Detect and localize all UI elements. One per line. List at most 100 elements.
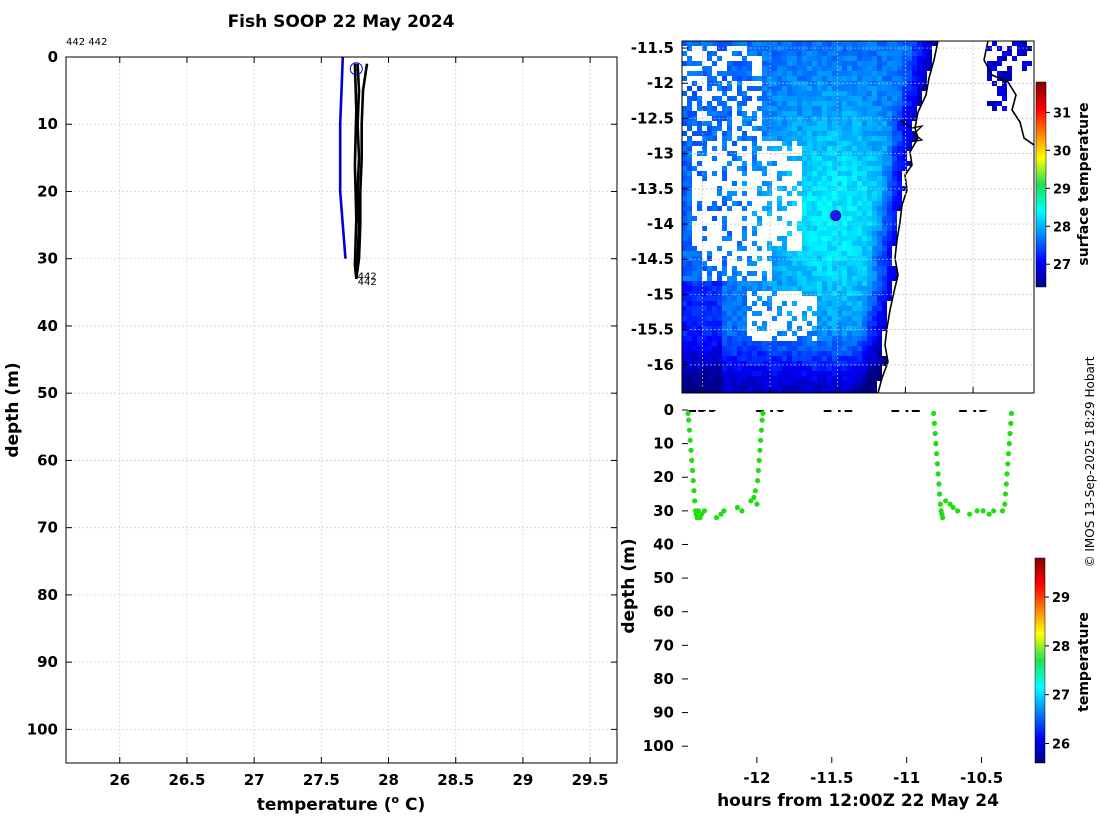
sst-pixel-group: [807, 171, 857, 276]
sst-pixel-group: [807, 126, 882, 271]
temp-colorbar-tick-label: 27: [1052, 689, 1070, 704]
sst-pixel-group: [737, 376, 742, 381]
sst-pixel-group: [812, 221, 862, 276]
sst-pixel-group: [697, 296, 707, 316]
profile-xtick-label: 26.5: [168, 771, 205, 789]
timeseries-point: [934, 461, 941, 467]
profile-series-line: [338, 57, 347, 259]
map-grid: [682, 41, 1034, 393]
location-marker: [830, 210, 842, 222]
temp-colorbar-tick-label: 26: [1052, 737, 1070, 752]
timeseries-point: [698, 511, 705, 517]
sst-colorbar-tick-label: 28: [1053, 220, 1071, 235]
timeseries-point: [1008, 420, 1014, 426]
sst-pixel-group: [727, 386, 767, 393]
sst-pixel-group: [842, 241, 847, 246]
sst-pixel-group: [782, 371, 867, 393]
temp-colorbar-label: temperature: [1076, 612, 1092, 712]
timeseries-point: [931, 420, 938, 426]
sst-pixel-group: [822, 206, 857, 221]
sst-pixel-group: [757, 76, 872, 316]
sst-map: 139140141142143-11.5-12-12.5-13-13.5-14-…: [631, 39, 1092, 416]
timeseries-point: [1005, 461, 1011, 467]
sst-pixel-group: [817, 386, 822, 391]
timeseries-ytick-label: 20: [653, 468, 674, 486]
timeseries-ytick-label: 100: [643, 737, 674, 755]
profile-start-marker: [349, 62, 363, 76]
timeseries-point: [967, 511, 973, 517]
sst-pixel-group: [682, 376, 687, 381]
profile-ytick-label: 20: [37, 182, 58, 200]
sst-pixel-group: [702, 386, 707, 391]
timeseries-point: [748, 498, 754, 504]
map-ytick-label: -16: [647, 356, 674, 374]
sst-pixel-group: [852, 331, 882, 376]
sst-pixel-group: [812, 241, 862, 256]
timeseries-ylabel: depth (m): [619, 538, 639, 633]
sst-pixel-group: [682, 371, 687, 376]
sst-pixel-group: [817, 161, 862, 291]
sst-pixel-group: [847, 206, 852, 211]
profile-end-label: 442: [358, 272, 377, 283]
timeseries-point: [936, 481, 942, 487]
timeseries-point: [701, 508, 708, 514]
profile-ytick-label: 80: [37, 586, 58, 604]
timeseries-point: [1002, 501, 1008, 507]
timeseries-point: [689, 457, 695, 463]
timeseries-point: [713, 515, 720, 521]
sst-pixel-group: [857, 386, 862, 391]
timeseries-point: [947, 501, 953, 507]
timeseries-point: [932, 430, 938, 437]
sst-pixel-group: [682, 316, 877, 371]
timeseries-point: [940, 515, 946, 521]
map-ytick-label: -15: [647, 285, 674, 303]
temp-colorbar-tick-label: 29: [1052, 591, 1070, 606]
sst-pixel-group: [927, 41, 932, 46]
profile-xtick-label: 29: [512, 771, 533, 789]
timeseries-point: [759, 417, 765, 423]
profile-grid: [66, 56, 617, 763]
timeseries-point: [685, 410, 691, 416]
temp-colorbar: [1034, 557, 1046, 764]
timeseries-point: [760, 410, 766, 416]
timeseries-ytick-label: 40: [653, 535, 674, 553]
timeseries-point: [1006, 441, 1012, 447]
timeseries-point: [758, 437, 764, 443]
map-ytick-label: -14.5: [631, 250, 674, 268]
sst-pixel-group: [877, 336, 882, 341]
temp-colorbar-ticks: 26 27 28 29: [1045, 591, 1070, 752]
profile-frame: [65, 56, 618, 764]
sst-pixel-group: [777, 81, 877, 291]
timeseries-point: [991, 508, 997, 514]
temp-colorbar-tick-label: 28: [1052, 640, 1070, 655]
sst-pixel-group: [687, 326, 692, 331]
timeseries-ytick-label: 10: [653, 435, 674, 453]
timeseries-xtick-label: -11.5: [810, 769, 853, 787]
profile-ytick-label: 100: [27, 720, 58, 738]
profile-ytick-label: 30: [37, 250, 58, 268]
sst-pixel-group: [697, 381, 702, 386]
sst-pixel-group: [717, 376, 722, 381]
timeseries-xtick-label: -10.5: [960, 769, 1003, 787]
sst-pixel-group: [697, 326, 722, 341]
timeseries-point: [999, 508, 1006, 514]
sst-pixel-group: [697, 351, 852, 393]
profile-series-line: [353, 63, 358, 280]
map-xtick-mask: [682, 394, 1034, 410]
sst-pixel-group: [832, 191, 837, 196]
sst-pixel-group: [922, 86, 927, 91]
sst-pixel-group: [867, 366, 872, 371]
map-ytick-label: -14: [647, 215, 674, 233]
timeseries-xtick-label: -11: [893, 769, 920, 787]
timeseries-point: [933, 441, 939, 447]
timeseries-point: [1008, 410, 1015, 416]
timeseries-point: [1003, 481, 1009, 487]
sst-pixel-group: [692, 371, 722, 386]
timeseries-point: [734, 504, 741, 511]
sst-pixel-group: [832, 181, 837, 186]
timeseries-point: [692, 498, 698, 504]
map-ticks: 139140141142143-11.5-12-12.5-13-13.5-14-…: [631, 39, 1034, 416]
sst-pixel-group: [802, 156, 877, 261]
sst-pixel-group: [837, 176, 847, 186]
